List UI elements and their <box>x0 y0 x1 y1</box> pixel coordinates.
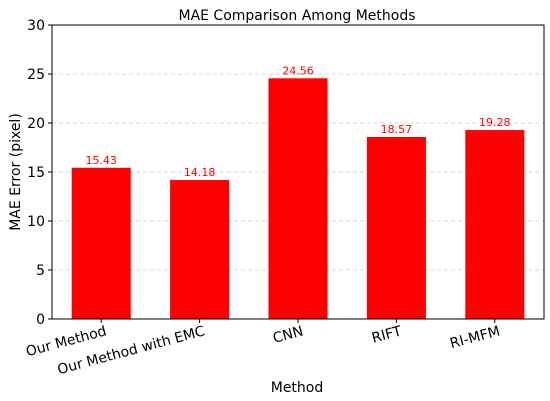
bar <box>71 167 131 319</box>
x-axis-label: Method <box>271 380 324 396</box>
y-axis-ticks: 0 5 10 15 20 25 30 <box>27 18 52 328</box>
bar <box>366 137 426 319</box>
value-label: 19.28 <box>479 116 511 129</box>
bar <box>268 78 328 319</box>
y-axis-label: MAE Error (pixel) <box>8 113 24 231</box>
y-tick-label: 10 <box>27 214 45 230</box>
x-tick-label: RIFT <box>370 323 404 346</box>
bar <box>465 130 525 319</box>
y-tick-label: 5 <box>36 263 45 279</box>
y-tick-label: 15 <box>27 165 45 181</box>
value-label: 15.43 <box>85 154 117 167</box>
bar <box>170 180 230 319</box>
y-tick-label: 20 <box>27 116 45 132</box>
chart-title: MAE Comparison Among Methods <box>178 8 415 24</box>
value-label: 18.57 <box>381 123 413 136</box>
y-tick-label: 30 <box>27 18 45 34</box>
x-tick-label: RI-MFM <box>448 323 502 352</box>
y-tick-label: 25 <box>27 67 45 83</box>
value-labels: 15.43 14.18 24.56 18.57 19.28 <box>85 64 510 179</box>
value-label: 14.18 <box>184 166 216 179</box>
x-tick-label: CNN <box>271 323 305 346</box>
y-tick-label: 0 <box>36 312 45 328</box>
value-label: 24.56 <box>282 64 314 77</box>
bars <box>71 78 525 319</box>
